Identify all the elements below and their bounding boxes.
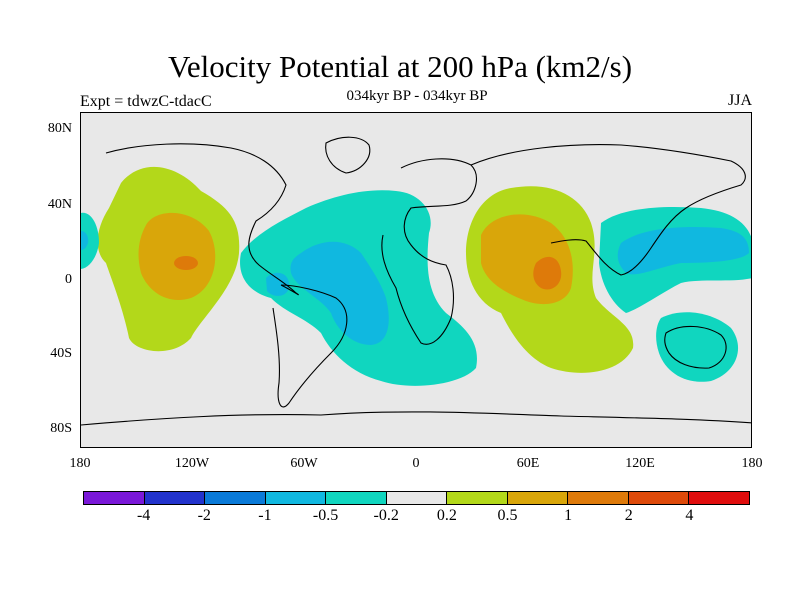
atlantic-contour-neg05	[290, 241, 389, 345]
colorbar	[83, 491, 750, 505]
lat-tick: 80S	[50, 421, 72, 436]
dateline-contour-neg05	[81, 231, 89, 250]
lat-tick: 80N	[47, 121, 72, 136]
west-pacific-contour-neg05	[617, 226, 749, 275]
north-america-coast	[105, 143, 299, 296]
indian-contour-1	[533, 256, 562, 290]
europe-africa-coast	[381, 158, 477, 345]
lat-tick: 40N	[47, 197, 72, 212]
colorbar-box	[265, 492, 327, 504]
pacific-contour-05	[138, 212, 216, 301]
lat-tick: 0	[65, 272, 72, 287]
lon-tick: 60E	[516, 456, 540, 471]
colorbar-label: -1	[258, 507, 272, 524]
colorbar-box	[84, 492, 145, 504]
colorbar-label: 0.5	[497, 507, 518, 524]
greenland-coast	[325, 136, 371, 174]
lon-tick: 180	[69, 456, 91, 471]
colorbar-box	[447, 492, 508, 504]
colorbar-box	[507, 492, 569, 504]
colorbar-box	[326, 492, 387, 504]
colorbar-label: -2	[197, 507, 211, 524]
experiment-label: Expt = tdwzC-tdacC	[80, 93, 212, 110]
lon-tick: 60W	[290, 456, 318, 471]
colorbar-label: 1	[564, 507, 573, 524]
season-label: JJA	[727, 92, 752, 109]
colorbar-label: -4	[136, 507, 151, 524]
south-america-coast	[272, 284, 348, 408]
australia-coast	[664, 325, 727, 369]
colorbar-box	[386, 492, 448, 504]
colorbar-box	[689, 492, 750, 504]
lon-tick: 180	[741, 456, 763, 471]
lon-tick: 120W	[174, 456, 210, 471]
dateline-negative-region	[81, 212, 99, 269]
coastlines	[81, 136, 751, 426]
colorbar-box	[568, 492, 629, 504]
colorbar-label: 2	[624, 507, 633, 524]
chart-subtitle: 034kyr BP - 034kyr BP	[346, 88, 488, 104]
colorbar-label: 4	[685, 507, 694, 524]
colorbar-box	[144, 492, 206, 504]
caribbean-contour-neg05	[266, 272, 290, 296]
velocity-potential-map	[81, 113, 751, 447]
colorbar-label: 0.2	[436, 507, 457, 524]
antarctica-coast	[81, 411, 751, 426]
pacific-contour-1	[174, 256, 198, 270]
colorbar-box	[628, 492, 690, 504]
chart-title: Velocity Potential at 200 hPa (km2/s)	[167, 49, 633, 84]
lon-tick: 120E	[625, 456, 655, 471]
lat-tick: 40S	[50, 346, 72, 361]
colorbar-label: -0.2	[373, 507, 399, 524]
lon-tick: 0	[412, 456, 420, 471]
asia-coast	[470, 144, 746, 276]
colorbar-box	[205, 492, 266, 504]
colorbar-label: -0.5	[312, 507, 339, 524]
map-panel	[80, 112, 752, 448]
